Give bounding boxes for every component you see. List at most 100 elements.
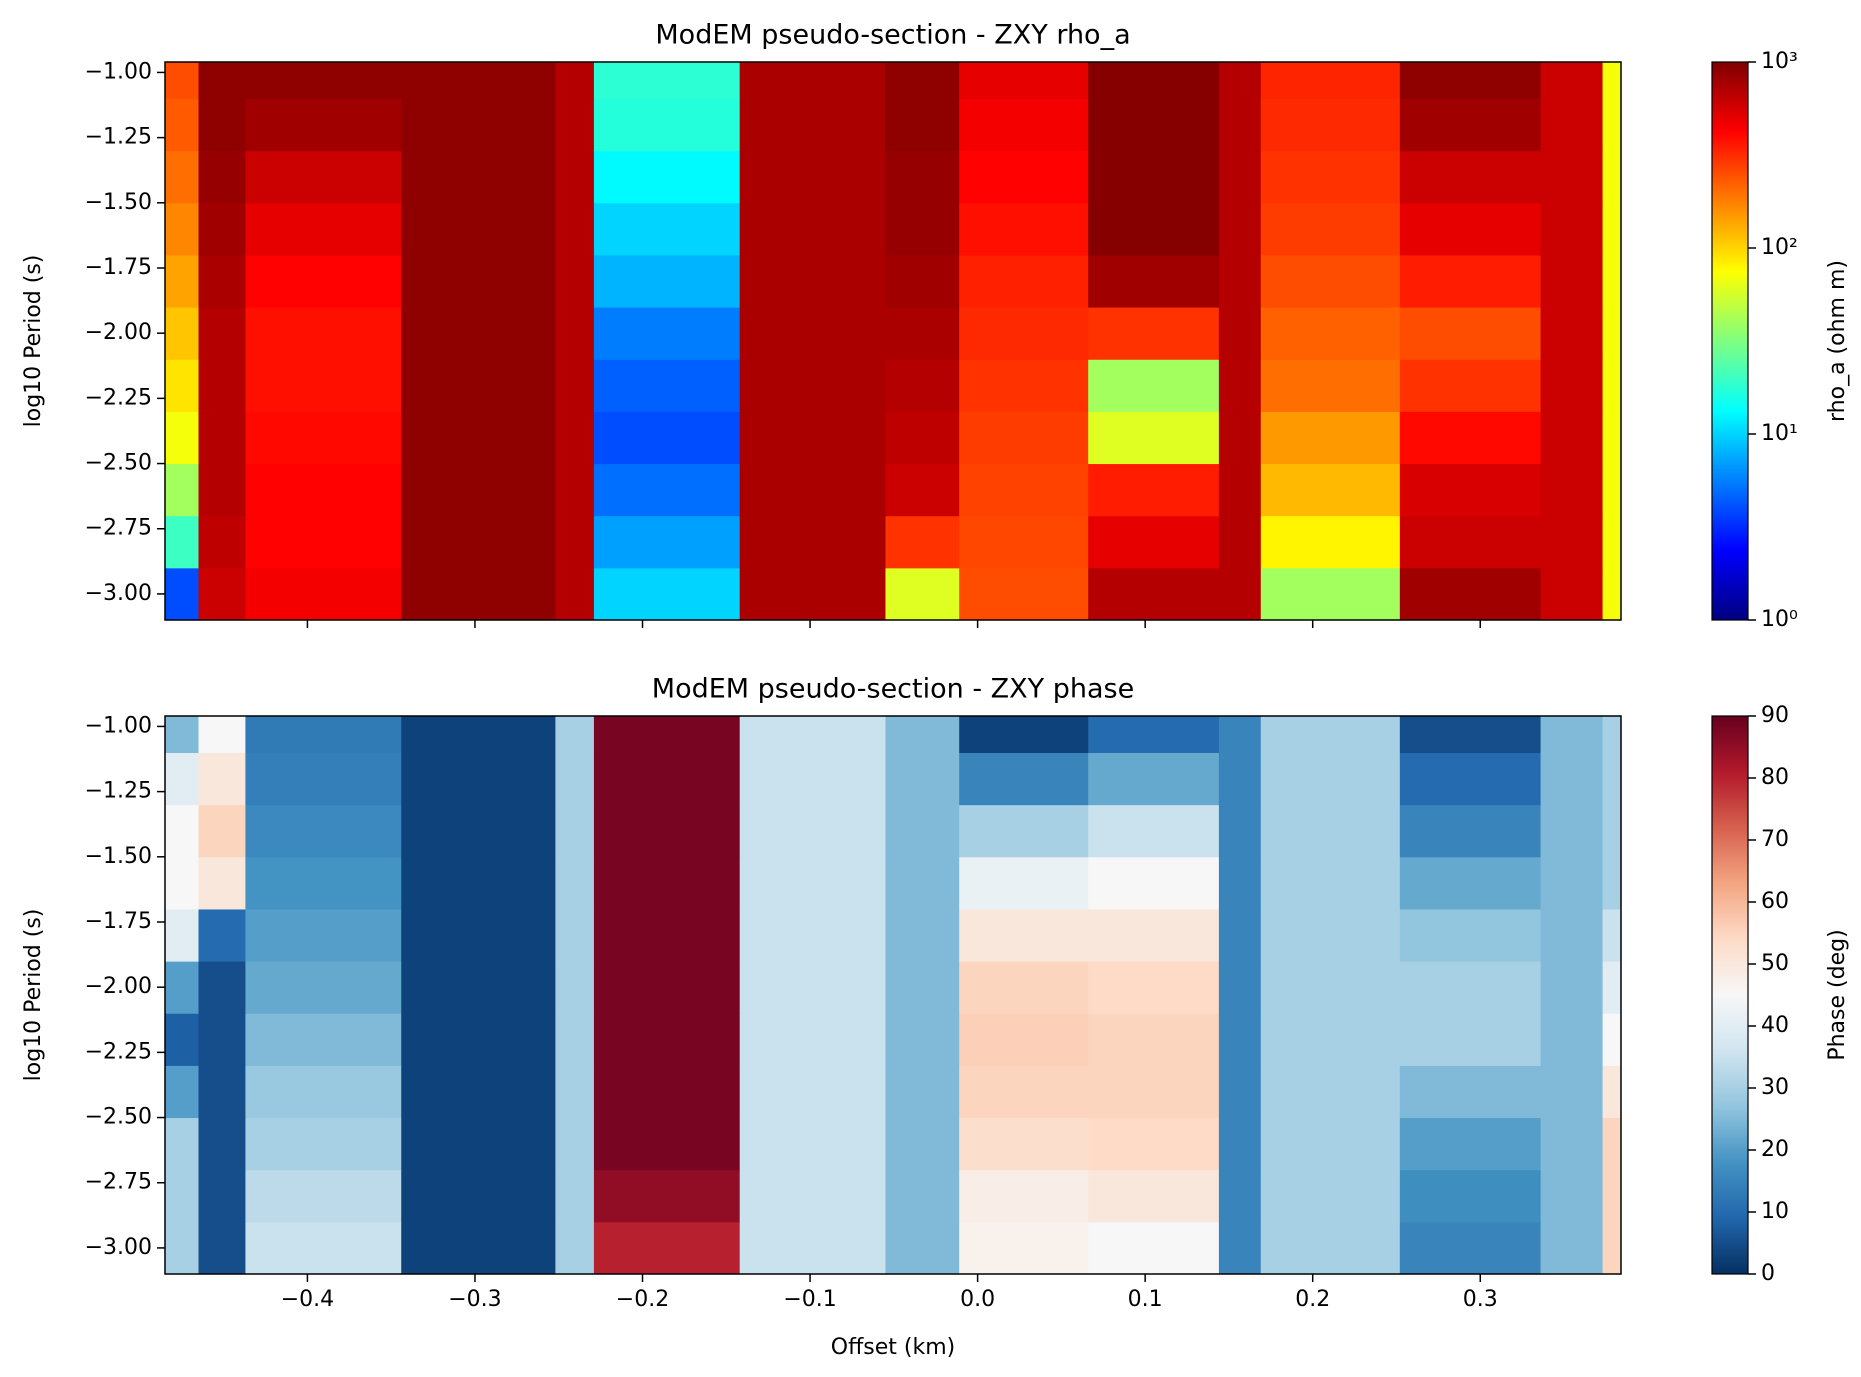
x-tick-label: 0.2 <box>1295 1287 1330 1312</box>
colorbar-tick-label: 0 <box>1761 1261 1775 1286</box>
heatmap-cell <box>165 202 200 256</box>
heatmap-cell <box>1260 463 1401 517</box>
heatmap-cell <box>593 150 741 204</box>
heatmap-cell <box>959 254 1089 308</box>
heatmap-cell <box>593 567 741 621</box>
heatmap-cell <box>1218 716 1262 754</box>
heatmap-cell <box>245 463 402 517</box>
heatmap-cell <box>165 98 200 152</box>
heatmap-cell <box>198 254 246 308</box>
heatmap-cell <box>198 515 246 569</box>
heatmap-cell <box>245 359 402 412</box>
heatmap-cell <box>198 1013 246 1066</box>
heatmap-cell <box>1218 359 1262 412</box>
heatmap-cell <box>885 515 960 569</box>
heatmap-cell <box>1602 515 1622 569</box>
heatmap-cell <box>1088 359 1220 412</box>
heatmap-cell <box>739 908 886 962</box>
heatmap-cell <box>739 1065 886 1119</box>
colorbar-tick-label: 50 <box>1761 951 1789 976</box>
heatmap-cell <box>245 98 402 152</box>
heatmap-cell <box>245 567 402 621</box>
y-tick-label: −2.00 <box>85 974 152 999</box>
heatmap-cell <box>739 752 886 806</box>
heatmap-cell <box>555 716 595 754</box>
heatmap-cell <box>1540 567 1604 621</box>
heatmap-cell <box>1602 1169 1622 1223</box>
heatmap-cell <box>1399 62 1542 100</box>
y-axis-label: log10 Period (s) <box>21 909 46 1082</box>
heatmap-cell <box>885 150 960 204</box>
heatmap-cell <box>1602 254 1622 308</box>
heatmap-cell <box>1602 359 1622 412</box>
heatmap-cell <box>959 411 1089 465</box>
heatmap-cell <box>1602 463 1622 517</box>
heatmap-cell <box>198 961 246 1014</box>
heatmap-cell <box>198 359 246 412</box>
heatmap-cell <box>1218 1169 1262 1223</box>
heatmap-cell <box>555 98 595 152</box>
heatmap-cell <box>1088 908 1220 962</box>
heatmap-cell <box>885 1117 960 1171</box>
heatmap-cell <box>739 1013 886 1066</box>
heatmap-cell <box>1088 254 1220 308</box>
x-tick-label: 0.3 <box>1463 1287 1498 1312</box>
y-tick-label: −3.00 <box>85 1235 152 1260</box>
heatmap-cell <box>401 961 556 1014</box>
heatmap-cell <box>885 1013 960 1066</box>
heatmap-cell <box>593 254 741 308</box>
heatmap-cell <box>1218 515 1262 569</box>
y-tick-label: −2.75 <box>85 1170 152 1195</box>
colorbar-tick-label: 80 <box>1761 765 1789 790</box>
heatmap-cell <box>1399 961 1542 1014</box>
heatmap-cell <box>198 856 246 910</box>
heatmap-cell <box>198 98 246 152</box>
y-tick-label: −1.75 <box>85 909 152 934</box>
heatmap-cell <box>555 1117 595 1171</box>
heatmap-cell <box>1088 856 1220 910</box>
heatmap-cell <box>245 961 402 1014</box>
colorbar-label: Phase (deg) <box>1825 929 1850 1060</box>
heatmap-cell <box>1260 961 1401 1014</box>
heatmap-cell <box>198 307 246 360</box>
heatmap-cell <box>198 62 246 100</box>
heatmap-cell <box>1218 804 1262 858</box>
heatmap-cell <box>593 1169 741 1223</box>
heatmap-cell <box>245 716 402 754</box>
heatmap-cell <box>245 307 402 360</box>
heatmap-cell <box>1602 202 1622 256</box>
heatmap-cell <box>593 202 741 256</box>
heatmap-cell <box>1399 98 1542 152</box>
heatmap-cell <box>401 856 556 910</box>
heatmap-cell <box>1399 411 1542 465</box>
heatmap-cell <box>1260 98 1401 152</box>
heatmap-cell <box>1088 1013 1220 1066</box>
heatmap-cell <box>401 1065 556 1119</box>
heatmap-cell <box>1399 150 1542 204</box>
heatmap-cell <box>1260 150 1401 204</box>
y-tick-label: −1.00 <box>85 59 152 84</box>
heatmap-cell <box>1218 307 1262 360</box>
heatmap-cell <box>401 359 556 412</box>
heatmap-cell <box>593 307 741 360</box>
heatmap-cell <box>885 254 960 308</box>
heatmap-cell <box>245 411 402 465</box>
heatmap-cell <box>198 202 246 256</box>
heatmap-cell <box>1218 856 1262 910</box>
heatmap-cell <box>1260 908 1401 962</box>
y-tick-label: −2.50 <box>85 1105 152 1130</box>
heatmap-cell <box>1260 254 1401 308</box>
heatmap-cell <box>1260 515 1401 569</box>
heatmap-cell <box>1260 411 1401 465</box>
heatmap-cell <box>1540 254 1604 308</box>
heatmap-cell <box>593 515 741 569</box>
heatmap-cell <box>1088 804 1220 858</box>
heatmap-cell <box>1399 1221 1542 1275</box>
heatmap-cell <box>739 1117 886 1171</box>
heatmap-cell <box>198 150 246 204</box>
heatmap-cell <box>959 908 1089 962</box>
heatmap-cell <box>245 254 402 308</box>
heatmap-cell <box>1260 1013 1401 1066</box>
heatmap-cell <box>959 1013 1089 1066</box>
